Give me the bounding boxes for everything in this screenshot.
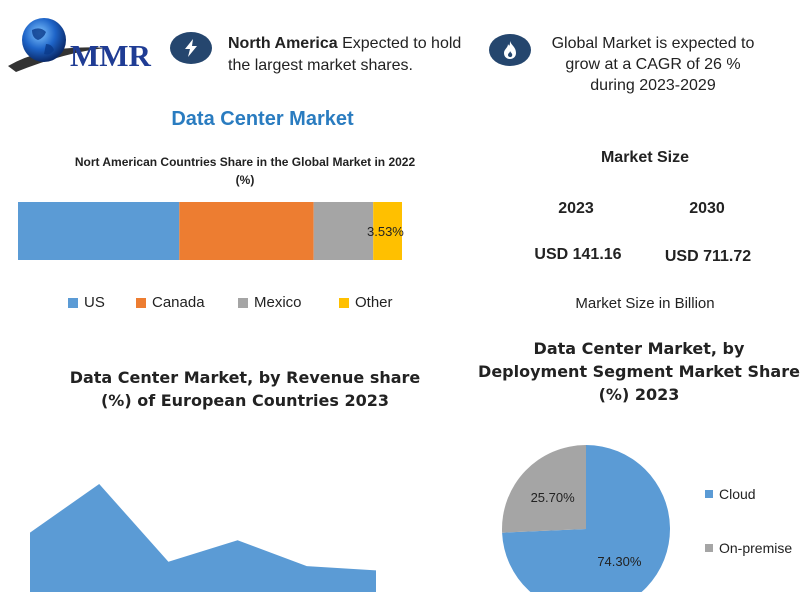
company-logo — [6, 14, 156, 80]
bar-data-label: 3.53% — [367, 224, 404, 239]
legend-item-canada: Canada — [136, 294, 205, 311]
legend-swatch — [339, 297, 349, 308]
bar-segment-other — [373, 202, 402, 260]
market-size-title: Market Size — [600, 149, 690, 166]
eu-area-chart — [30, 484, 376, 592]
legend-swatch — [136, 297, 146, 308]
flame-icon — [489, 34, 531, 66]
year-2023: 2023 — [558, 200, 594, 217]
global-cagr-highlight: Global Market is expected to grow at a C… — [551, 35, 755, 94]
legend-label: Other — [355, 294, 393, 311]
legend-label: Canada — [152, 294, 205, 311]
deployment-pie-chart: 74.30% 25.70% — [502, 445, 670, 592]
area-series — [30, 484, 376, 592]
market-size-unit: Market Size in Billion — [575, 295, 715, 312]
value-2023: USD 141.16 — [534, 246, 622, 263]
na-chart-title: Nort American Countries Share in the Glo… — [74, 155, 416, 187]
lightning-icon — [170, 32, 212, 64]
year-2030: 2030 — [689, 200, 725, 217]
pie-data-label: 25.70% — [531, 490, 576, 505]
pie-data-label: 74.30% — [597, 554, 642, 569]
highlight-region: North America — [228, 35, 338, 52]
page-title: Data Center Market — [171, 108, 354, 130]
legend-item-us: US — [68, 294, 105, 311]
pie-slice-on-premise — [502, 445, 586, 533]
legend-label: Mexico — [254, 294, 302, 311]
na-stacked-bar-chart: 3.53% — [18, 202, 404, 260]
bar-segment-canada — [179, 202, 314, 260]
legend-swatch — [238, 297, 248, 308]
legend-label: On-premise — [719, 540, 793, 556]
legend-item-mexico: Mexico — [238, 294, 302, 311]
legend-swatch — [68, 297, 78, 308]
highlight-text: Expected to hold the largest market shar… — [228, 35, 462, 74]
value-2030: USD 711.72 — [664, 248, 752, 265]
bar-segment-mexico — [313, 202, 374, 260]
legend-label: US — [84, 294, 105, 311]
logo-text: MMR — [70, 38, 151, 73]
legend-label: Cloud — [719, 486, 756, 502]
eu-chart-title: Data Center Market, by Revenue share (%)… — [69, 368, 421, 410]
globe-icon — [8, 18, 106, 72]
legend-swatch — [705, 544, 713, 552]
north-america-highlight: North America Expected to hold the large… — [228, 33, 478, 77]
pie-slice-cloud — [502, 445, 670, 592]
bar-segment-us — [18, 202, 180, 260]
legend-item-other: Other — [339, 294, 393, 311]
pie-legend-on-premise: On-premise — [705, 540, 792, 556]
pie-legend-cloud: Cloud — [705, 486, 756, 502]
legend-swatch — [705, 490, 713, 498]
deployment-chart-title: Data Center Market, by Deployment Segmen… — [478, 339, 800, 404]
